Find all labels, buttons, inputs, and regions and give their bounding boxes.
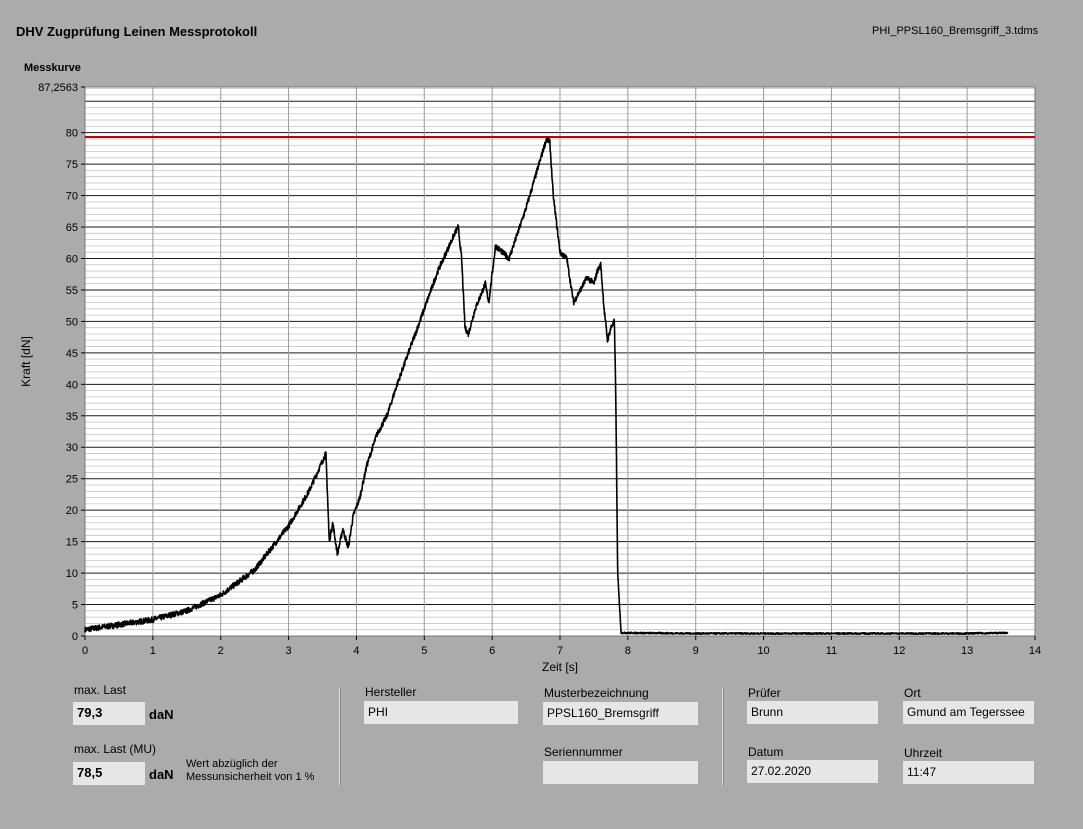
x-tick-label: 7	[557, 645, 563, 657]
max-load-mu-unit: daN	[149, 767, 174, 782]
chart-caption: Messkurve	[24, 62, 81, 74]
y-tick-label: 50	[66, 316, 78, 328]
examiner-field: Brunn	[747, 701, 878, 724]
x-tick-label: 12	[893, 645, 905, 657]
location-label: Ort	[904, 686, 921, 700]
serial-label: Seriennummer	[544, 745, 623, 759]
y-tick-label: 45	[66, 348, 78, 360]
x-tick-label: 1	[150, 645, 156, 657]
serial-field	[543, 761, 698, 784]
x-tick-label: 11	[826, 645, 837, 657]
y-tick-label: 60	[66, 253, 78, 265]
y-tick-label: 55	[66, 285, 78, 297]
y-tick-label: 75	[66, 159, 78, 171]
y-tick-label: 5	[72, 600, 78, 612]
max-load-mu-label: max. Last (MU)	[74, 742, 157, 756]
x-tick-label: 4	[353, 645, 359, 657]
x-tick-label: 5	[421, 645, 427, 657]
max-load-label: max. Last	[74, 683, 127, 697]
manufacturer-field: PHI	[364, 701, 518, 724]
x-tick-label: 2	[218, 645, 224, 657]
time-field: 11:47	[903, 761, 1034, 784]
x-tick-label: 10	[757, 645, 769, 657]
examiner-label: Prüfer	[748, 686, 781, 700]
model-label: Musterbezeichnung	[544, 686, 649, 700]
location-field: Gmund am Tegerssee	[903, 701, 1034, 724]
time-label: Uhrzeit	[904, 746, 943, 760]
page-title: DHV Zugprüfung Leinen Messprotokoll	[16, 24, 258, 39]
uncertainty-note: Wert abzüglich der Messunsicherheit von …	[186, 758, 314, 784]
y-tick-label: 65	[66, 222, 78, 234]
x-tick-label: 8	[625, 645, 631, 657]
manufacturer-label: Hersteller	[365, 685, 417, 699]
max-load-value: 79,3	[73, 702, 145, 725]
y-max-label: 87,2563	[38, 82, 78, 94]
uncertainty-note-line2: Messunsicherheit von 1 %	[186, 771, 315, 783]
y-tick-label: 70	[66, 191, 78, 203]
x-tick-label: 9	[693, 645, 699, 657]
x-tick-label: 14	[1029, 645, 1041, 657]
y-tick-label: 25	[66, 474, 78, 486]
y-tick-label: 20	[66, 505, 78, 517]
x-tick-label: 0	[82, 645, 88, 657]
y-tick-label: 40	[66, 379, 78, 391]
separator-left	[339, 688, 341, 786]
y-tick-label: 80	[66, 128, 78, 140]
y-tick-label: 15	[66, 537, 78, 549]
y-tick-label: 0	[72, 631, 78, 643]
file-name: PHI_PPSL160_Bremsgriff_3.tdms	[872, 25, 1039, 37]
max-load-unit: daN	[149, 707, 174, 722]
date-label: Datum	[748, 745, 784, 759]
series-line	[84, 136, 1009, 635]
x-tick-label: 6	[489, 645, 495, 657]
y-tick-label: 35	[66, 411, 78, 423]
uncertainty-note-line1: Wert abzüglich der	[186, 758, 278, 770]
model-field: PPSL160_Bremsgriff	[543, 702, 698, 725]
date-field: 27.02.2020	[747, 760, 878, 783]
y-tick-label: 30	[66, 442, 78, 454]
y-tick-label: 10	[66, 568, 78, 580]
x-tick-label: 13	[961, 645, 973, 657]
force-time-chart: 0510152025303540455055606570758087,25630…	[19, 82, 1041, 674]
x-tick-label: 3	[286, 645, 292, 657]
y-axis-label: Kraft [dN]	[19, 336, 33, 387]
max-load-mu-value: 78,5	[73, 762, 145, 785]
x-axis-label: Zeit [s]	[542, 660, 578, 674]
separator-right	[722, 688, 724, 786]
